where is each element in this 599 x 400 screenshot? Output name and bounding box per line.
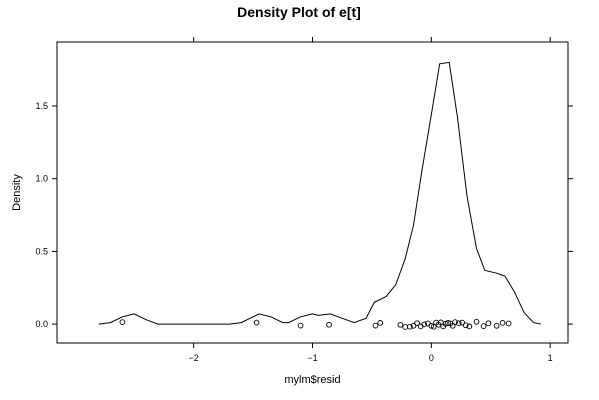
rug-point [119,319,126,325]
rug-point [480,323,487,329]
rug-point [499,320,506,326]
y-tick-label: 0.5 [35,246,48,256]
rug-point [421,321,428,328]
y-axis: 0.0 0.5 1.0 1.5 [35,101,573,329]
y-axis-label: Density [11,174,23,211]
rug-point [297,322,304,329]
x-tick-label: −1 [307,353,317,363]
rug-point [407,323,413,330]
rug-point [485,320,492,327]
plot-frame [56,41,569,344]
rug-point [462,322,469,329]
rug-point [452,319,458,325]
rug-point [455,320,462,327]
x-tick-label: 0 [429,353,434,363]
rug-point [402,324,409,330]
rug-point [493,322,500,329]
y-tick-label: 1.5 [35,101,48,111]
rug-point [326,321,332,328]
rug-point [377,320,384,326]
x-tick-label: −2 [189,353,199,363]
x-tick-label: 1 [548,353,553,363]
chart-title: Density Plot of e[t] [237,4,361,20]
rug-point [473,318,480,325]
rug-point [430,323,437,330]
rug-point [372,322,379,329]
rug-point [459,319,466,326]
rug-point [253,319,260,326]
rug-point [445,320,451,326]
rug-point [466,323,473,330]
rug-point [414,320,420,327]
x-axis-label: mylm$resid [284,374,340,386]
x-axis: −2 −1 0 1 [189,37,553,363]
rug-point [397,321,404,328]
rug-points [119,318,512,330]
rug-point [410,322,417,329]
rug-point [505,320,512,327]
y-tick-label: 1.0 [35,174,48,184]
y-tick-label: 0.0 [35,319,48,329]
density-line [98,61,541,325]
